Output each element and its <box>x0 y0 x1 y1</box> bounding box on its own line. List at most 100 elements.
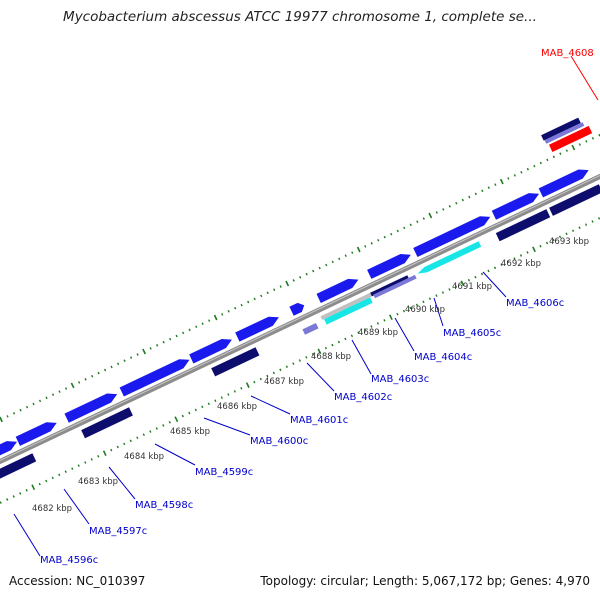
gene-label-mab_4601c[interactable]: MAB_4601c <box>290 415 348 426</box>
reverse-gene-box[interactable] <box>549 184 600 216</box>
label-leader-line <box>394 317 415 352</box>
major-tick <box>460 280 465 287</box>
minor-tick <box>415 303 419 307</box>
minor-tick <box>585 140 588 143</box>
pseudo-gene-box[interactable] <box>320 292 372 320</box>
reverse-gene-box[interactable] <box>495 209 551 242</box>
forward-gene-arrow[interactable] <box>289 302 305 316</box>
major-tick <box>70 382 75 389</box>
minor-tick <box>441 291 445 294</box>
gene-label-mab_4608[interactable]: MAB_4608 <box>541 48 594 59</box>
reverse-gene-box[interactable] <box>544 122 585 144</box>
minor-tick <box>591 136 595 140</box>
minor-tick <box>409 306 412 310</box>
minor-tick <box>195 325 198 328</box>
reverse-gene-box[interactable] <box>81 407 133 439</box>
forward-gene-arrow[interactable] <box>413 216 491 257</box>
forward-gene-arrow[interactable] <box>367 254 411 279</box>
gene-label-mab_4604c[interactable]: MAB_4604c <box>414 352 472 363</box>
forward-gene-arrow[interactable] <box>64 393 118 423</box>
minor-tick <box>116 362 120 366</box>
gene-label-mab_4597c[interactable]: MAB_4597c <box>89 526 147 537</box>
minor-tick <box>526 167 529 171</box>
minor-tick <box>448 288 451 291</box>
major-tick <box>213 314 218 321</box>
major-tick <box>571 144 576 151</box>
minor-tick <box>520 171 523 174</box>
minor-tick <box>474 275 477 279</box>
major-tick <box>532 246 536 253</box>
reverse-gene-box[interactable] <box>211 347 260 377</box>
reverse-gene-box[interactable] <box>541 117 581 141</box>
backbone-highlight <box>0 174 600 462</box>
minor-tick <box>461 198 464 202</box>
minor-tick <box>383 319 386 322</box>
forward-gene-arrow[interactable] <box>189 339 232 364</box>
major-tick <box>245 382 250 389</box>
minor-tick <box>84 461 87 464</box>
minor-tick <box>285 365 288 368</box>
forward-gene-arrow[interactable] <box>491 193 540 220</box>
gene-label-mab_4596c[interactable]: MAB_4596c <box>40 555 98 566</box>
forward-gene-arrow[interactable] <box>15 422 57 446</box>
forward-gene-arrow[interactable] <box>538 169 589 198</box>
minor-tick <box>182 331 185 335</box>
reverse-gene-box[interactable] <box>373 274 417 299</box>
minor-tick <box>552 238 555 242</box>
major-tick <box>102 450 107 457</box>
map-title: Mycobacterium abscessus ATCC 19977 chrom… <box>63 9 537 25</box>
minor-tick <box>305 272 308 276</box>
gene-labels[interactable]: MAB_4596c MAB_4597c MAB_4598c MAB_4599c MAB_… <box>40 48 594 566</box>
minor-tick <box>292 279 295 282</box>
gene-label-mab_4598c[interactable]: MAB_4598c <box>135 500 193 511</box>
gene-label-mab_4603c[interactable]: MAB_4603c <box>371 374 429 385</box>
minor-tick <box>156 344 159 347</box>
minor-tick <box>129 356 133 359</box>
minor-tick <box>272 371 275 375</box>
minor-tick <box>363 328 367 331</box>
rna-feature-box[interactable] <box>324 297 373 325</box>
forward-gene-arrow[interactable] <box>316 278 359 303</box>
minor-tick <box>84 377 87 381</box>
minor-tick <box>90 374 94 378</box>
rna-feature-box[interactable] <box>417 241 482 274</box>
forward-gene-arrow[interactable] <box>119 359 190 397</box>
minor-tick <box>260 294 263 298</box>
minor-tick <box>194 408 197 412</box>
minor-tick <box>123 442 126 446</box>
gene-label-mab_4606c[interactable]: MAB_4606c <box>506 298 564 309</box>
minor-tick <box>533 164 536 168</box>
forward-gene-arrow[interactable] <box>0 441 17 465</box>
gene-label-mab_4602c[interactable]: MAB_4602c <box>334 392 392 403</box>
minor-tick <box>292 362 295 365</box>
minor-tick <box>32 402 35 406</box>
reverse-gene-box[interactable] <box>302 323 319 335</box>
minor-tick <box>584 223 588 226</box>
highlighted-gene-box[interactable] <box>549 125 593 152</box>
minor-tick <box>38 399 42 403</box>
gene-label-mab_4600c[interactable]: MAB_4600c <box>250 436 308 447</box>
minor-tick <box>552 155 555 159</box>
genome-summary: Topology: circular; Length: 5,067,172 bp… <box>260 574 590 588</box>
minor-tick <box>467 278 471 282</box>
gene-label-mab_4599c[interactable]: MAB_4599c <box>195 467 253 478</box>
minor-tick <box>422 217 425 220</box>
reverse-gene-box[interactable] <box>0 453 37 484</box>
minor-tick <box>325 263 328 267</box>
minor-tick <box>578 226 581 229</box>
minor-tick <box>305 356 308 359</box>
forward-gene-arrow[interactable] <box>235 316 279 342</box>
minor-tick <box>506 260 510 263</box>
minor-tick <box>162 424 165 427</box>
major-tick <box>356 246 361 253</box>
minor-tick <box>571 229 575 232</box>
reverse-gene-box[interactable] <box>370 275 409 297</box>
major-tick <box>285 280 290 287</box>
minor-tick <box>312 269 315 273</box>
gene-label-mab_4605c[interactable]: MAB_4605c <box>443 328 501 339</box>
minor-tick <box>364 245 367 248</box>
minor-tick <box>25 488 28 492</box>
gene-features[interactable] <box>0 117 600 485</box>
minor-tick <box>487 269 490 273</box>
